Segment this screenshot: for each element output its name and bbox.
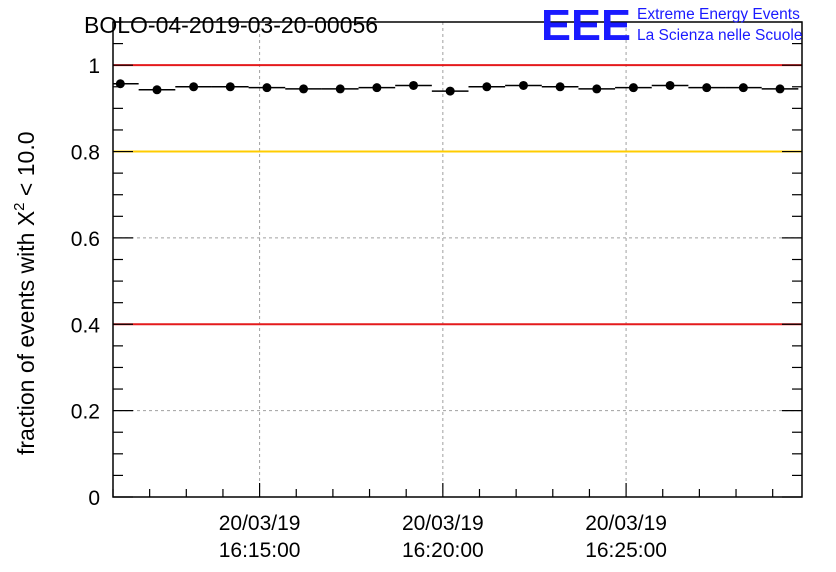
data-point — [518, 80, 528, 90]
data-point — [665, 80, 675, 90]
x-tick-label-time: 16:20:00 — [402, 539, 484, 562]
x-tick-label-time: 16:15:00 — [219, 539, 301, 562]
axis-ticks: 0 0.2 0.4 0.6 0.8 1 20/03/19 16:15:00 20/03/19 16… — [71, 21, 802, 562]
data-point — [409, 80, 419, 90]
x-tick-label-date: 20/03/19 — [402, 512, 484, 535]
data-point — [775, 84, 785, 94]
logo-line-1: Extreme Energy Events — [637, 6, 800, 23]
y-tick-label: 0.2 — [71, 401, 100, 424]
logo-letters: EEE — [541, 1, 631, 50]
y-axis-label-symbol: X — [13, 211, 39, 226]
data-point — [738, 83, 748, 93]
y-tick-label: 0.6 — [71, 228, 100, 251]
data-point — [702, 83, 712, 93]
y-axis-label: fraction of events with X2 < 10.0 — [11, 131, 39, 455]
y-tick-label: 1 — [88, 55, 100, 78]
logo-line-2: La Scienza nelle Scuole — [637, 27, 802, 44]
y-tick-label: 0.8 — [71, 142, 100, 165]
x-tick-label-date: 20/03/19 — [585, 512, 667, 535]
data-point — [372, 83, 382, 93]
grid-layer — [113, 22, 802, 497]
y-tick-label: 0.4 — [71, 314, 101, 337]
x-tick-label-date: 20/03/19 — [219, 512, 301, 535]
y-axis-label-prefix: fraction of events with — [13, 226, 39, 455]
eee-logo: EEE Extreme Energy Events La Scienza nel… — [541, 1, 802, 50]
plot-frame — [112, 21, 803, 498]
data-point — [225, 82, 235, 92]
x-tick-label-time: 16:25:00 — [585, 539, 667, 562]
data-point — [152, 85, 162, 95]
chart-title: BOLO-04-2019-03-20-00056 — [84, 12, 378, 38]
data-point — [115, 79, 125, 89]
data-point — [299, 84, 309, 94]
data-point — [335, 84, 345, 94]
y-tick-label: 0 — [88, 487, 100, 510]
data-point — [592, 84, 602, 94]
reference-lines — [113, 64, 802, 326]
data-point — [628, 83, 638, 93]
data-point — [262, 83, 272, 93]
y-axis-label-superscript: 2 — [11, 202, 28, 210]
data-point — [482, 82, 492, 92]
data-point — [189, 82, 199, 92]
y-axis-label-suffix: < 10.0 — [13, 131, 39, 202]
data-point — [445, 86, 455, 96]
data-point — [555, 82, 565, 92]
data-series — [113, 79, 799, 96]
